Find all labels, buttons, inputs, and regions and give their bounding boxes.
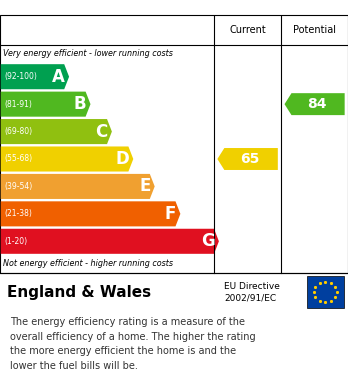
- Text: Potential: Potential: [293, 25, 336, 35]
- Polygon shape: [1, 201, 180, 226]
- Text: (92-100): (92-100): [5, 72, 38, 81]
- Text: (69-80): (69-80): [5, 127, 33, 136]
- Text: (1-20): (1-20): [5, 237, 28, 246]
- Text: (55-68): (55-68): [5, 154, 33, 163]
- Text: The energy efficiency rating is a measure of the
overall efficiency of a home. T: The energy efficiency rating is a measur…: [10, 317, 256, 371]
- Text: G: G: [201, 232, 215, 250]
- Text: England & Wales: England & Wales: [7, 285, 151, 300]
- Polygon shape: [1, 119, 112, 144]
- Text: 84: 84: [307, 97, 326, 111]
- Text: B: B: [74, 95, 86, 113]
- Polygon shape: [1, 64, 69, 89]
- Text: E: E: [139, 178, 150, 196]
- Text: D: D: [115, 150, 129, 168]
- Text: (39-54): (39-54): [5, 182, 33, 191]
- Text: Current: Current: [229, 25, 266, 35]
- Text: (21-38): (21-38): [5, 209, 33, 218]
- Polygon shape: [285, 93, 345, 115]
- Bar: [0, 15, 348, 273]
- Polygon shape: [1, 229, 219, 254]
- Text: C: C: [95, 122, 108, 141]
- Polygon shape: [218, 148, 278, 170]
- Text: F: F: [165, 205, 176, 223]
- Text: Not energy efficient - higher running costs: Not energy efficient - higher running co…: [3, 260, 174, 269]
- Bar: [307, 276, 344, 308]
- Text: Very energy efficient - lower running costs: Very energy efficient - lower running co…: [3, 50, 173, 59]
- Polygon shape: [1, 91, 90, 117]
- Text: (81-91): (81-91): [5, 100, 33, 109]
- Text: EU Directive
2002/91/EC: EU Directive 2002/91/EC: [224, 282, 280, 302]
- Polygon shape: [1, 174, 155, 199]
- Text: A: A: [52, 68, 65, 86]
- Polygon shape: [1, 147, 133, 172]
- Text: 65: 65: [240, 152, 259, 166]
- Text: Energy Efficiency Rating: Energy Efficiency Rating: [9, 11, 230, 25]
